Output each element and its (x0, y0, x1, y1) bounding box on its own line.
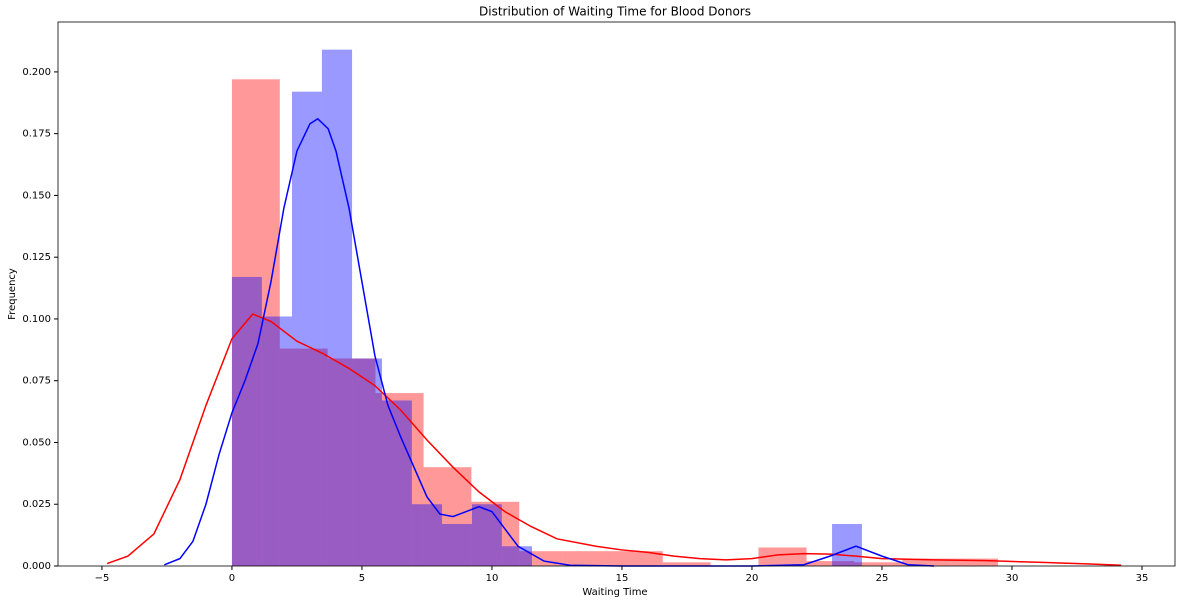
histogram-bar (950, 558, 998, 566)
histogram-bar (471, 504, 502, 566)
histogram-bar (292, 91, 322, 566)
histogram-bar (902, 558, 951, 566)
x-tick-label: 25 (876, 573, 889, 584)
histogram-bar (614, 551, 663, 566)
y-tick-label: 0.175 (22, 129, 51, 140)
histogram-bar (231, 276, 262, 566)
x-axis-label: Waiting Time (582, 587, 647, 598)
y-tick-label: 0.000 (22, 561, 51, 572)
y-tick-label: 0.200 (22, 67, 51, 78)
histogram-bar (832, 524, 862, 566)
x-tick-label: 30 (1006, 573, 1019, 584)
y-tick-label: 0.075 (22, 376, 51, 387)
x-tick-label: −5 (95, 573, 110, 584)
y-tick-label: 0.100 (22, 314, 51, 325)
x-tick-label: 20 (746, 573, 759, 584)
histogram-bar (471, 501, 520, 566)
histogram-bar (381, 400, 412, 566)
histogram-bar (279, 348, 328, 566)
histogram-bar (321, 49, 353, 567)
histogram-bar (423, 467, 472, 566)
chart-title: Distribution of Waiting Time for Blood D… (479, 5, 751, 19)
x-tick-label: 35 (1136, 573, 1149, 584)
histogram-bar (375, 393, 424, 566)
plot-frame (57, 21, 1176, 567)
histogram-bar (567, 551, 615, 566)
histogram-bar (352, 358, 382, 566)
histogram-bar (327, 358, 376, 566)
x-tick-label: 15 (616, 573, 629, 584)
histogram-bar (261, 316, 293, 566)
y-axis-label: Frequency (7, 268, 18, 320)
y-tick-label: 0.050 (22, 437, 51, 448)
histogram-bar (854, 562, 903, 566)
histogram-bar (501, 546, 532, 566)
kde-line (106, 313, 1122, 567)
x-tick-label: 5 (359, 573, 365, 584)
y-tick-label: 0.025 (22, 499, 51, 510)
histogram-bar (662, 562, 711, 566)
histogram-bar (442, 524, 472, 566)
histogram-bar (411, 504, 443, 566)
histogram-bar (806, 561, 855, 566)
y-tick-label: 0.150 (22, 190, 51, 201)
x-tick-label: 0 (229, 573, 235, 584)
histogram-bar (758, 547, 807, 566)
x-tick-label: 10 (486, 573, 499, 584)
y-tick-label: 0.125 (22, 252, 51, 263)
